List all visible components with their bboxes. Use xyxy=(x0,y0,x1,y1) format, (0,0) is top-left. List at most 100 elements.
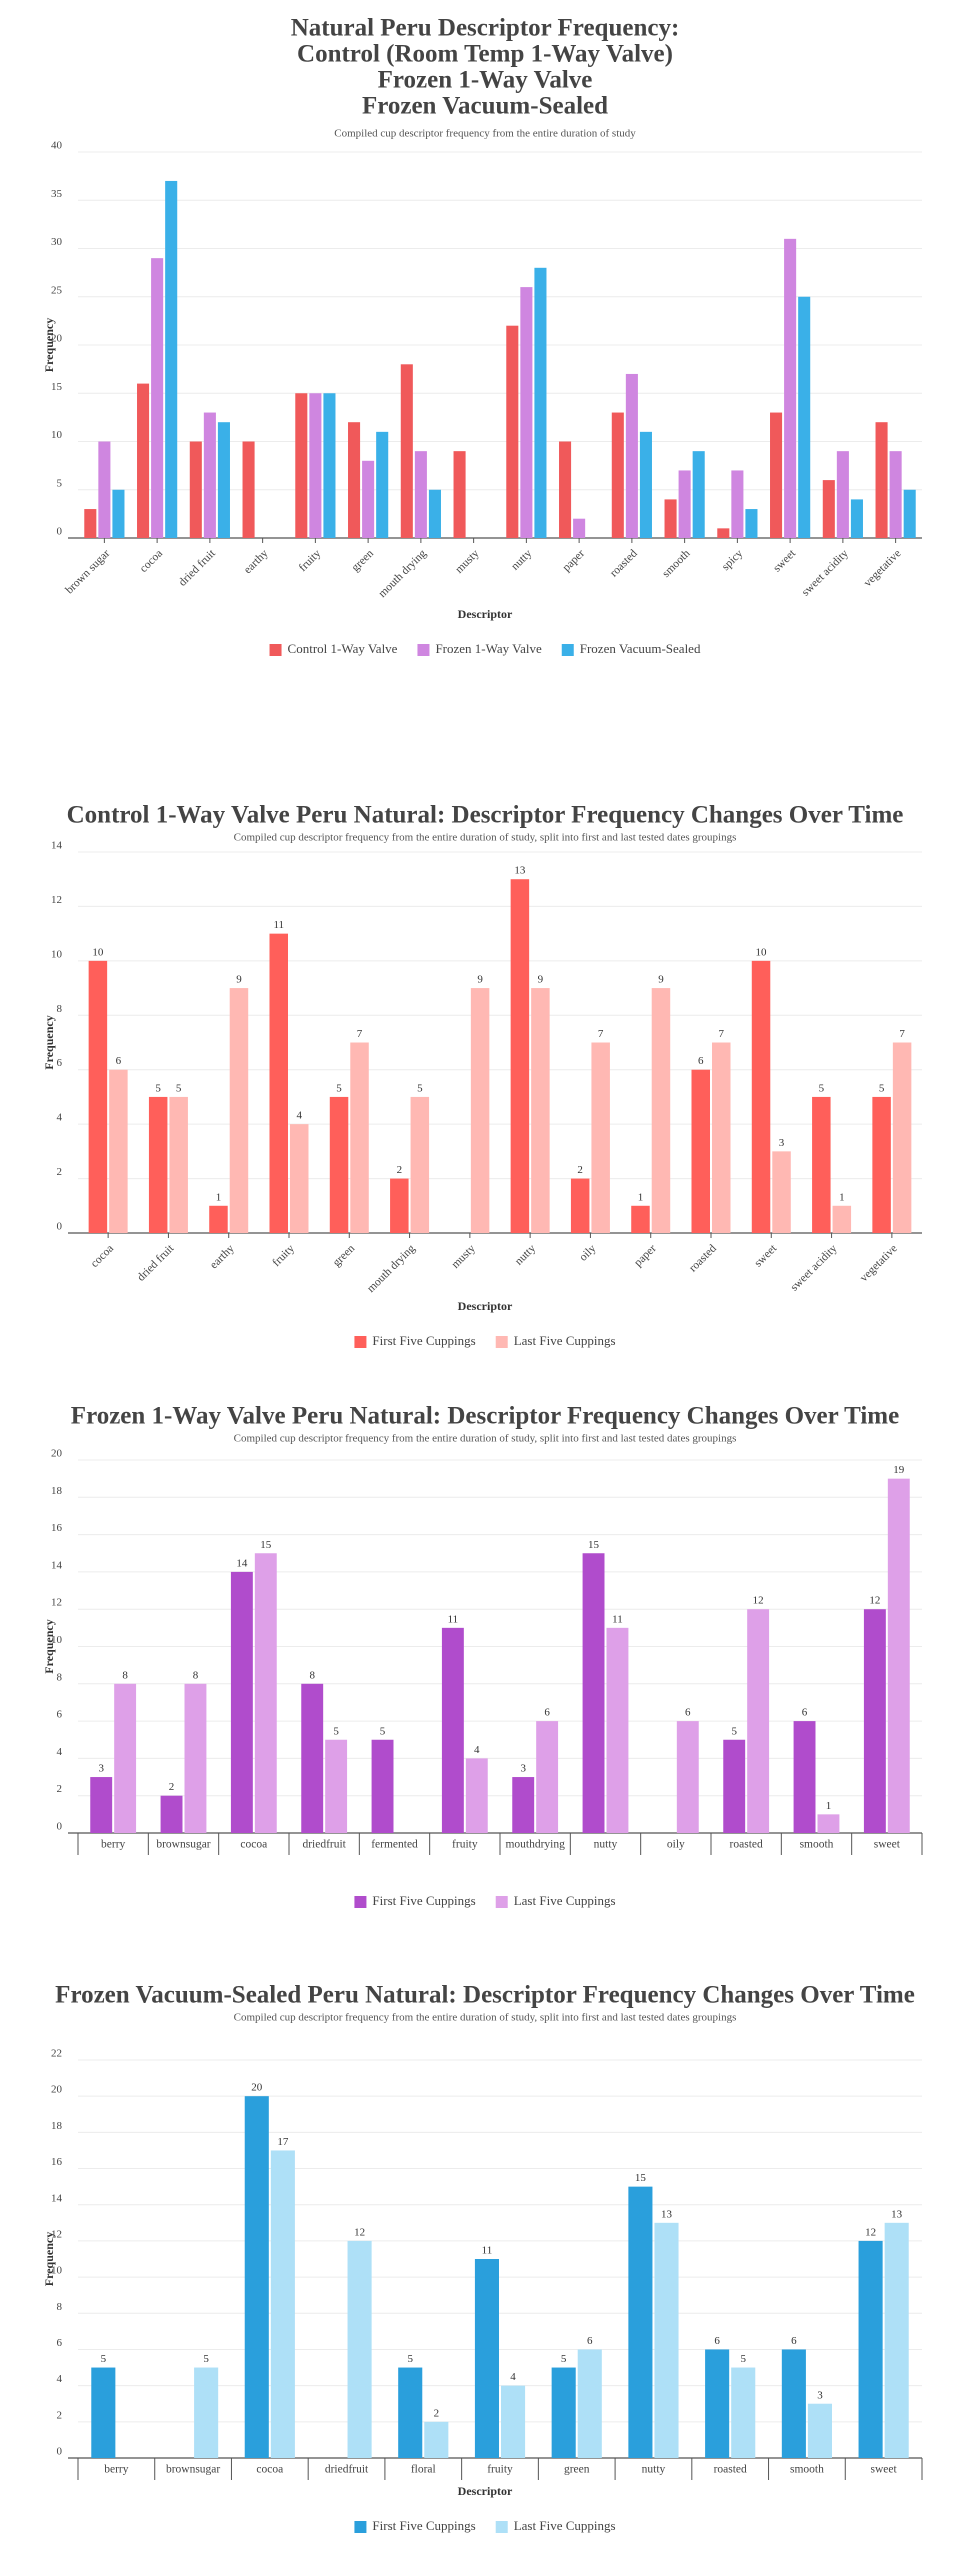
bar xyxy=(551,2367,576,2458)
y-tick-label: 20 xyxy=(51,333,63,345)
data-label: 10 xyxy=(756,946,768,958)
chart-subtitle: Compiled cup descriptor frequency from t… xyxy=(234,1433,737,1445)
bar xyxy=(781,2349,806,2458)
chart-title: Control (Room Temp 1-Way Valve) xyxy=(297,41,673,68)
bar xyxy=(875,422,888,538)
x-tick-label: musty xyxy=(449,1242,478,1271)
bar xyxy=(591,1042,610,1233)
y-tick-label: 30 xyxy=(51,236,63,248)
bar xyxy=(506,325,519,538)
bar xyxy=(350,1042,369,1233)
bar xyxy=(832,1205,852,1233)
data-label: 6 xyxy=(791,2335,797,2347)
data-label: 8 xyxy=(122,1669,128,1681)
bar xyxy=(184,1683,207,1833)
legend-label: First Five Cuppings xyxy=(372,2518,475,2533)
data-label: 6 xyxy=(587,2335,593,2347)
y-tick-label: 20 xyxy=(51,2084,63,2096)
bar xyxy=(577,2349,602,2458)
bar xyxy=(889,451,902,538)
bar xyxy=(625,373,638,538)
y-tick-label: 10 xyxy=(51,429,63,441)
data-label: 2 xyxy=(577,1164,583,1176)
legend-swatch xyxy=(417,644,430,656)
data-label: 20 xyxy=(251,2082,263,2094)
bar xyxy=(770,412,783,538)
x-tick-label: brown sugar xyxy=(63,547,112,596)
data-label: 14 xyxy=(236,1557,248,1569)
bar xyxy=(573,518,586,538)
data-label: 5 xyxy=(203,2353,209,2365)
bar xyxy=(137,383,150,538)
bar xyxy=(705,2349,730,2458)
legend-swatch xyxy=(269,644,282,656)
bar xyxy=(428,489,441,538)
bar xyxy=(410,1096,430,1233)
bar xyxy=(570,1178,590,1233)
y-tick-label: 6 xyxy=(57,2337,63,2349)
bar xyxy=(148,1096,168,1233)
y-axis-label: Frequency xyxy=(42,2232,56,2286)
data-label: 6 xyxy=(714,2335,720,2347)
bar xyxy=(676,1721,699,1833)
data-label: 4 xyxy=(510,2371,516,2383)
legend-label: Control 1-Way Valve xyxy=(288,641,398,656)
x-tick-label: dried fruit xyxy=(177,547,219,589)
bar xyxy=(807,2403,832,2458)
chart-title: Frozen 1-Way Valve xyxy=(378,67,593,94)
y-tick-label: 0 xyxy=(57,2446,63,2458)
bar xyxy=(371,1739,394,1833)
bar xyxy=(559,441,572,538)
data-label: 1 xyxy=(826,1800,832,1812)
x-tick-label: brownsugar xyxy=(156,1839,210,1851)
data-label: 2 xyxy=(397,1164,403,1176)
bar xyxy=(628,2186,653,2458)
x-tick-label: oily xyxy=(667,1839,685,1851)
data-label: 5 xyxy=(417,1082,423,1094)
data-label: 5 xyxy=(336,1082,342,1094)
data-label: 7 xyxy=(598,1028,604,1040)
data-label: 6 xyxy=(116,1055,122,1067)
y-tick-label: 5 xyxy=(57,477,63,489)
data-label: 5 xyxy=(561,2353,567,2365)
legend-swatch xyxy=(495,1336,508,1348)
data-label: 17 xyxy=(277,2136,289,2148)
data-label: 4 xyxy=(474,1744,480,1756)
y-tick-label: 16 xyxy=(51,2156,63,2168)
x-tick-label: berry xyxy=(104,2464,129,2476)
data-label: 2 xyxy=(434,2407,440,2419)
data-label: 13 xyxy=(514,865,526,877)
x-tick-label: earthy xyxy=(208,1242,237,1271)
legend-swatch xyxy=(495,1896,508,1908)
x-tick-label: mouth drying xyxy=(376,547,429,600)
bar xyxy=(793,1721,816,1833)
bar xyxy=(165,180,178,538)
x-tick-label: green xyxy=(350,547,377,574)
x-tick-label: roasted xyxy=(714,2464,747,2476)
x-axis-label: Descriptor xyxy=(458,607,513,621)
bar xyxy=(712,1042,731,1233)
x-tick-label: fruity xyxy=(270,1242,297,1269)
x-tick-label: sweet xyxy=(871,2464,898,2476)
data-label: 9 xyxy=(236,974,242,986)
data-label: 5 xyxy=(380,1725,386,1737)
y-tick-label: 35 xyxy=(51,188,63,200)
data-label: 9 xyxy=(538,974,544,986)
y-tick-label: 12 xyxy=(51,1597,62,1609)
bar xyxy=(510,879,530,1233)
bar xyxy=(822,480,835,538)
y-tick-label: 8 xyxy=(57,2301,63,2313)
bar xyxy=(270,2150,295,2458)
data-label: 13 xyxy=(891,2208,903,2220)
bar xyxy=(582,1553,605,1833)
data-label: 12 xyxy=(869,1595,880,1607)
data-label: 6 xyxy=(698,1055,704,1067)
legend-label: Frozen Vacuum-Sealed xyxy=(580,641,701,656)
bar xyxy=(501,2385,526,2458)
bar xyxy=(323,393,336,538)
bar xyxy=(731,2367,756,2458)
bar xyxy=(531,988,550,1233)
bar xyxy=(244,2096,269,2458)
legend-swatch xyxy=(354,1336,367,1348)
x-tick-label: smooth xyxy=(660,547,693,580)
